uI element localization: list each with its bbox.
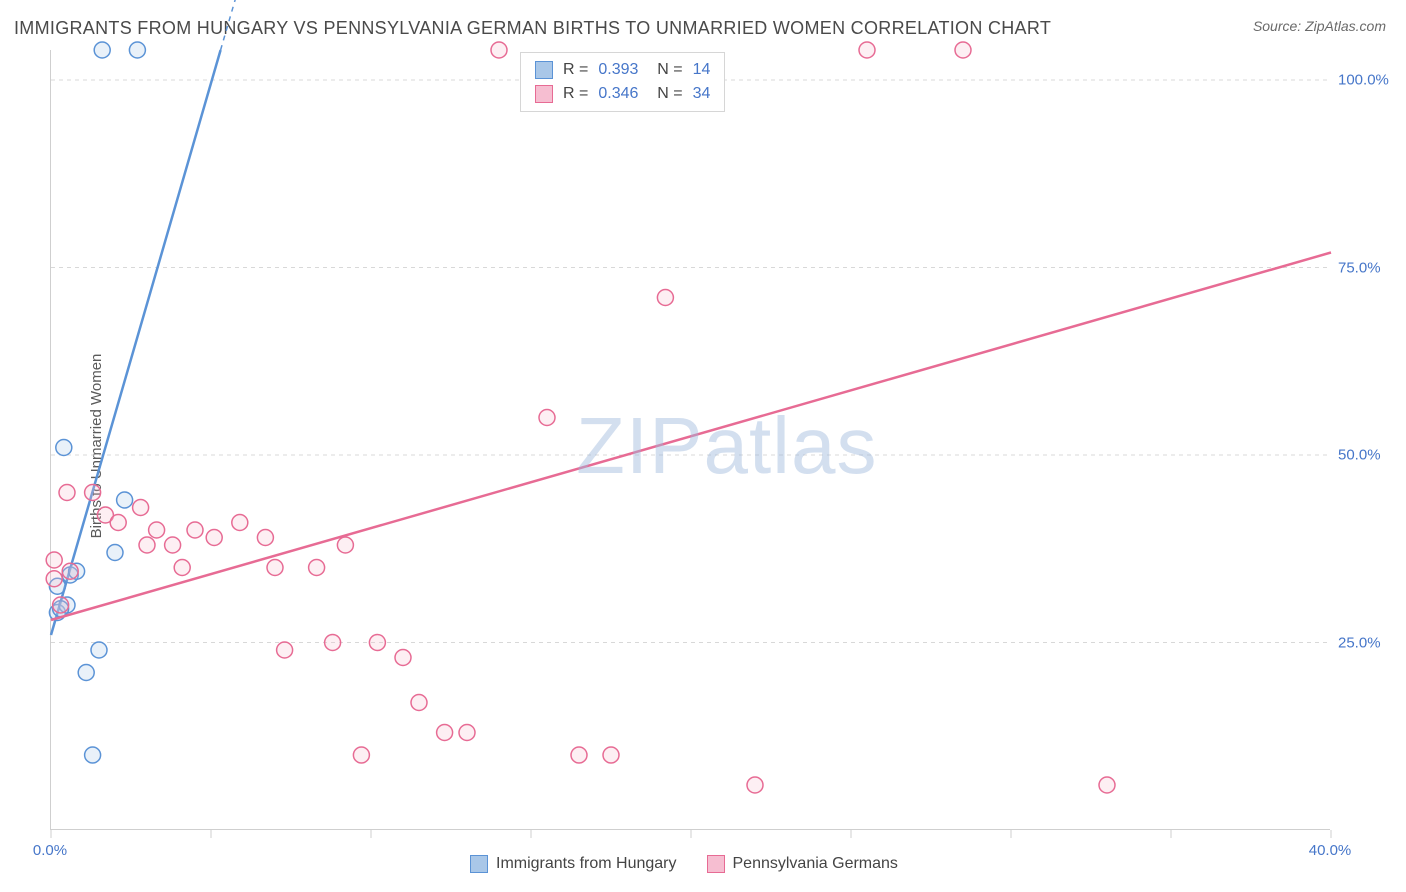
data-point xyxy=(46,571,62,587)
y-tick-label: 25.0% xyxy=(1338,634,1381,651)
y-tick-label: 100.0% xyxy=(1338,72,1389,89)
n-value: 34 xyxy=(693,82,711,106)
chart-title: IMMIGRANTS FROM HUNGARY VS PENNSYLVANIA … xyxy=(14,18,1051,39)
series-name: Pennsylvania Germans xyxy=(733,855,898,873)
data-point xyxy=(955,42,971,58)
data-point xyxy=(117,492,133,508)
data-point xyxy=(603,747,619,763)
legend-swatch xyxy=(535,61,553,79)
data-point xyxy=(353,747,369,763)
data-point xyxy=(85,747,101,763)
data-point xyxy=(571,747,587,763)
x-tick-label: 0.0% xyxy=(33,842,67,859)
data-point xyxy=(277,642,293,658)
data-point xyxy=(309,560,325,576)
bottom-legend-item: Immigrants from Hungary xyxy=(470,855,677,873)
data-point xyxy=(859,42,875,58)
data-point xyxy=(62,563,78,579)
data-point xyxy=(437,725,453,741)
data-point xyxy=(94,42,110,58)
data-point xyxy=(1099,777,1115,793)
data-point xyxy=(369,635,385,651)
data-point xyxy=(657,290,673,306)
data-point xyxy=(133,500,149,516)
data-point xyxy=(337,537,353,553)
y-tick-label: 50.0% xyxy=(1338,447,1381,464)
data-point xyxy=(91,642,107,658)
data-point xyxy=(165,537,181,553)
bottom-legend-item: Pennsylvania Germans xyxy=(707,855,898,873)
r-label: R = xyxy=(563,58,588,82)
data-point xyxy=(539,410,555,426)
legend-stats-row: R = 0.346 N = 34 xyxy=(535,82,710,106)
data-point xyxy=(325,635,341,651)
data-point xyxy=(78,665,94,681)
data-point xyxy=(395,650,411,666)
legend-stats-row: R = 0.393 N = 14 xyxy=(535,58,710,82)
data-point xyxy=(59,485,75,501)
data-point xyxy=(232,515,248,531)
data-point xyxy=(139,537,155,553)
bottom-legend: Immigrants from Hungary Pennsylvania Germ… xyxy=(470,855,898,873)
data-point xyxy=(187,522,203,538)
legend-swatch xyxy=(535,85,553,103)
n-value: 14 xyxy=(693,58,711,82)
data-point xyxy=(257,530,273,546)
source-attribution: Source: ZipAtlas.com xyxy=(1253,18,1386,34)
data-point xyxy=(747,777,763,793)
r-label: R = xyxy=(563,82,588,106)
data-point xyxy=(56,440,72,456)
legend-swatch xyxy=(707,855,725,873)
data-point xyxy=(174,560,190,576)
data-point xyxy=(267,560,283,576)
chart-svg xyxy=(51,50,1330,829)
r-value: 0.393 xyxy=(598,58,638,82)
data-point xyxy=(53,597,69,613)
data-point xyxy=(85,485,101,501)
data-point xyxy=(107,545,123,561)
legend-swatch xyxy=(470,855,488,873)
data-point xyxy=(491,42,507,58)
x-tick-label: 40.0% xyxy=(1309,842,1352,859)
r-value: 0.346 xyxy=(598,82,638,106)
plot-area: ZIPatlas xyxy=(50,50,1330,830)
n-label: N = xyxy=(648,82,682,106)
data-point xyxy=(110,515,126,531)
data-point xyxy=(149,522,165,538)
y-tick-label: 75.0% xyxy=(1338,259,1381,276)
data-point xyxy=(411,695,427,711)
series-name: Immigrants from Hungary xyxy=(496,855,677,873)
data-point xyxy=(129,42,145,58)
data-point xyxy=(459,725,475,741)
data-point xyxy=(206,530,222,546)
n-label: N = xyxy=(648,58,682,82)
data-point xyxy=(46,552,62,568)
legend-stats-box: R = 0.393 N = 14R = 0.346 N = 34 xyxy=(520,52,725,112)
